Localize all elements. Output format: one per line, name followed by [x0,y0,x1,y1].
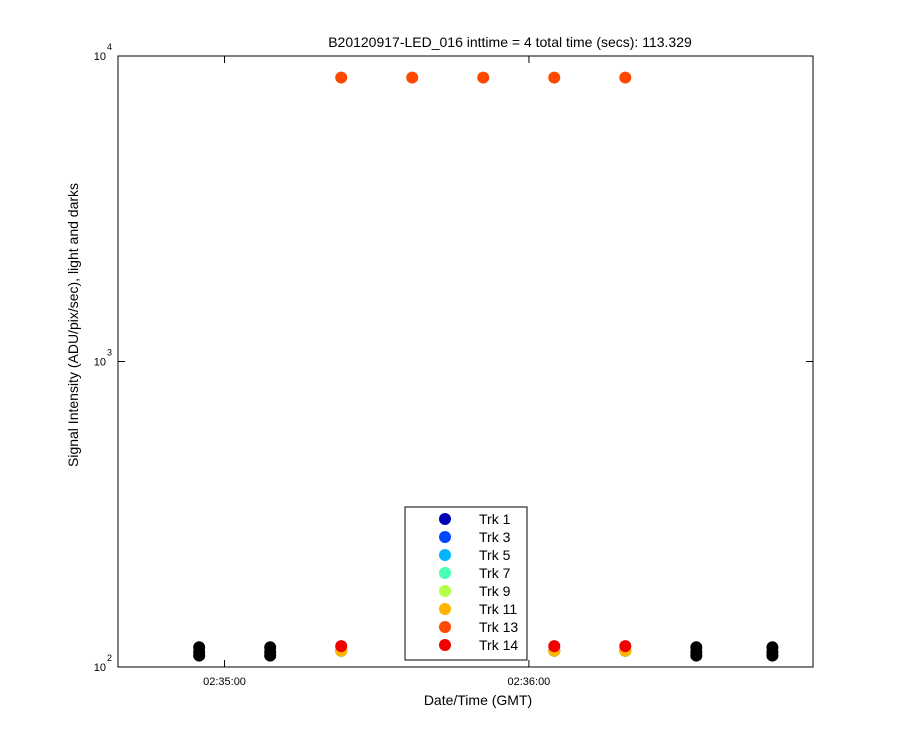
point [406,71,419,84]
legend-label: Trk 3 [479,529,511,545]
y-tick-exponent: 4 [107,42,112,52]
legend-label: Trk 1 [479,511,511,527]
y-tick-exponent: 3 [107,348,112,358]
point [264,641,277,654]
legend-marker [439,567,451,579]
point [548,71,561,84]
point [766,641,779,654]
point [335,640,348,653]
point [690,641,703,654]
legend-marker [439,603,451,615]
point [548,640,561,653]
x-tick-label: 02:36:00 [507,676,550,688]
legend-label: Trk 14 [479,637,518,653]
y-tick-label: 10 [94,662,106,674]
legend-label: Trk 11 [479,601,517,617]
legend-marker [439,639,451,651]
point [335,71,348,84]
legend-marker [439,585,451,597]
legend-marker [439,513,451,525]
legend-label: Trk 5 [479,547,511,563]
legend-label: Trk 7 [479,565,511,581]
y-tick-exponent: 2 [107,653,112,663]
legend-marker [439,531,451,543]
x-axis-label: Date/Time (GMT) [424,692,532,708]
legend-marker [439,549,451,561]
point [619,640,632,653]
legend-label: Trk 9 [479,583,511,599]
point [619,71,632,84]
y-tick-label: 10 [94,51,106,63]
point [193,641,206,654]
x-tick-label: 02:35:00 [203,676,246,688]
y-tick-label: 10 [94,357,106,369]
y-axis-label: Signal Intensity (ADU/pix/sec), light an… [65,183,81,467]
legend-label: Trk 13 [479,619,518,635]
legend-box [404,506,528,661]
point [477,71,490,84]
chart-title: B20120917-LED_016 inttime = 4 total time… [328,34,692,50]
legend-marker [439,621,451,633]
